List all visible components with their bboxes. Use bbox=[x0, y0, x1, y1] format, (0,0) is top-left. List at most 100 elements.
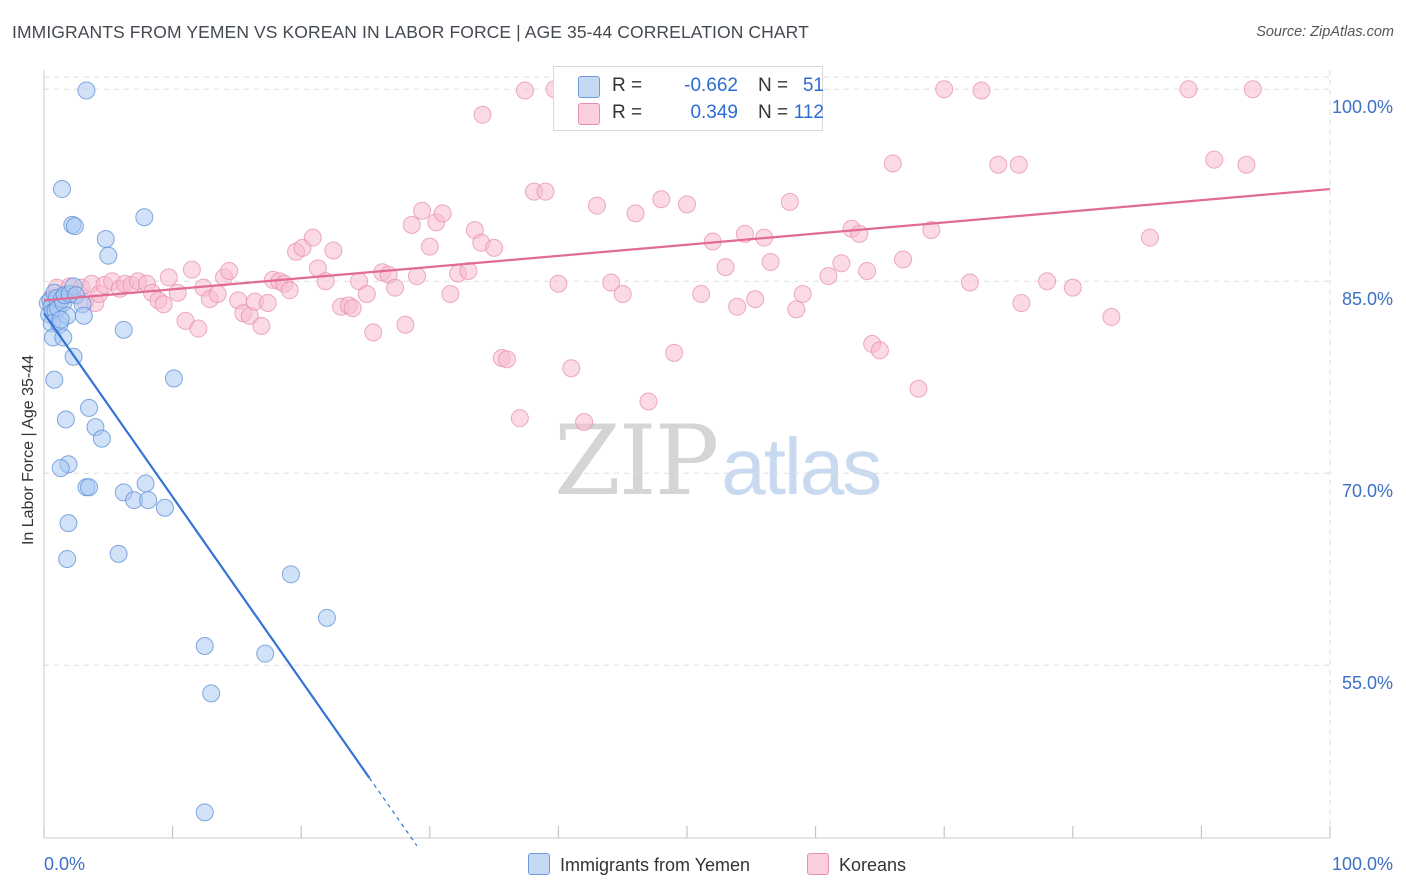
korean-point bbox=[1140, 228, 1159, 247]
y-tick-label: 70.0% bbox=[1342, 481, 1393, 501]
bottom-legend-label-yemen: Immigrants from Yemen bbox=[560, 855, 751, 875]
korean-point bbox=[413, 201, 432, 220]
legend-swatch-yemen bbox=[578, 76, 600, 98]
y-axis-label: In Labor Force | Age 35-44 bbox=[20, 354, 37, 546]
korean-point bbox=[728, 297, 747, 316]
yemen-point bbox=[77, 81, 96, 100]
yemen-point bbox=[65, 217, 84, 236]
yemen-point bbox=[195, 637, 214, 655]
korean-point bbox=[626, 204, 645, 223]
korean-point bbox=[182, 260, 201, 279]
correlation-legend: R = -0.662 N = 51 R = 0.349 N = 112 bbox=[553, 66, 824, 131]
bottom-legend-yemen: Immigrants from Yemen bbox=[528, 853, 750, 877]
korean-point bbox=[989, 155, 1008, 174]
korean-point bbox=[420, 237, 439, 256]
yemen-point bbox=[135, 208, 154, 227]
x-tick-label-min: 0.0% bbox=[44, 854, 85, 874]
korean-point bbox=[396, 315, 415, 334]
legend-r-label: R = bbox=[612, 75, 643, 96]
yemen-point bbox=[96, 229, 115, 248]
chart-title: IMMIGRANTS FROM YEMEN VS KOREAN IN LABOR… bbox=[12, 22, 809, 42]
korean-point bbox=[639, 392, 658, 411]
korean-point bbox=[850, 224, 869, 243]
korean-point bbox=[922, 221, 941, 239]
korean-point bbox=[258, 293, 277, 312]
korean-point bbox=[303, 228, 322, 247]
korean-point bbox=[780, 192, 799, 211]
korean-point bbox=[433, 204, 452, 223]
legend-n-value-yemen: 51 bbox=[802, 75, 824, 96]
korean-point bbox=[459, 261, 478, 280]
korean-point bbox=[746, 290, 765, 309]
korean-point bbox=[497, 350, 516, 369]
korean-point bbox=[1179, 80, 1198, 99]
yemen-point bbox=[51, 310, 70, 329]
axes bbox=[43, 70, 1331, 839]
korean-point bbox=[793, 285, 812, 303]
legend-swatch-korean bbox=[578, 103, 600, 125]
korean-point bbox=[1102, 308, 1121, 327]
yemen-trend-line bbox=[43, 312, 371, 779]
bottom-legend-swatch-yemen bbox=[528, 853, 550, 875]
y-tick-label: 55.0% bbox=[1342, 673, 1393, 693]
korean-point bbox=[515, 81, 534, 100]
korean-point bbox=[692, 285, 711, 303]
korean-point bbox=[252, 317, 271, 335]
korean-point bbox=[735, 224, 754, 243]
korean-point bbox=[935, 80, 954, 99]
korean-point bbox=[761, 253, 780, 271]
korean-point bbox=[189, 319, 208, 338]
korean-points bbox=[42, 80, 1262, 431]
korean-point bbox=[972, 81, 991, 100]
korean-point bbox=[665, 343, 684, 362]
legend-r-value-yemen: -0.662 bbox=[684, 75, 738, 96]
korean-point bbox=[894, 250, 913, 269]
yemen-point bbox=[139, 491, 158, 510]
korean-point bbox=[787, 300, 806, 319]
yemen-point bbox=[109, 544, 128, 563]
korean-point bbox=[208, 285, 227, 303]
x-tick-label-max: 100.0% bbox=[1332, 854, 1393, 874]
korean-point bbox=[324, 241, 343, 260]
yemen-point bbox=[53, 180, 72, 199]
yemen-point bbox=[58, 549, 77, 568]
yemen-point bbox=[45, 370, 64, 389]
trend-lines bbox=[43, 187, 1331, 847]
korean-point bbox=[402, 215, 421, 234]
korean-point bbox=[587, 196, 606, 215]
korean-point bbox=[562, 359, 581, 378]
yemen-points bbox=[38, 81, 336, 822]
korean-point bbox=[536, 182, 555, 201]
korean-point bbox=[909, 379, 928, 398]
korean-point bbox=[819, 267, 838, 286]
yemen-point bbox=[51, 459, 70, 478]
yemen-point bbox=[317, 608, 336, 627]
korean-point bbox=[1205, 150, 1224, 169]
y-axis-label-wrap: In Labor Force | Age 35-44 bbox=[14, 300, 44, 600]
korean-point bbox=[832, 254, 851, 273]
korean-point bbox=[883, 154, 902, 173]
korean-point bbox=[220, 261, 239, 280]
korean-point bbox=[716, 258, 735, 277]
legend-n-label: N = bbox=[758, 75, 789, 96]
yemen-point bbox=[74, 306, 93, 325]
bottom-legend-swatch-korean bbox=[807, 853, 829, 875]
watermark: ZIPatlas bbox=[554, 405, 882, 517]
grid-lines bbox=[44, 70, 1331, 838]
yemen-point bbox=[155, 498, 174, 517]
yemen-point bbox=[56, 410, 75, 429]
korean-point bbox=[960, 273, 979, 292]
korean-point bbox=[1012, 293, 1031, 312]
korean-point bbox=[441, 285, 460, 303]
yemen-point bbox=[80, 398, 99, 417]
korean-point bbox=[858, 261, 877, 280]
bottom-legend-label-korean: Koreans bbox=[839, 855, 907, 875]
korean-point bbox=[485, 238, 504, 257]
korean-trend-line bbox=[43, 187, 1331, 302]
yemen-point bbox=[80, 478, 99, 497]
legend-n-value-korean: 112 bbox=[793, 102, 824, 123]
korean-point bbox=[549, 274, 568, 293]
yemen-point bbox=[92, 429, 111, 448]
korean-point bbox=[407, 267, 426, 286]
yemen-trend-extension bbox=[368, 777, 418, 847]
